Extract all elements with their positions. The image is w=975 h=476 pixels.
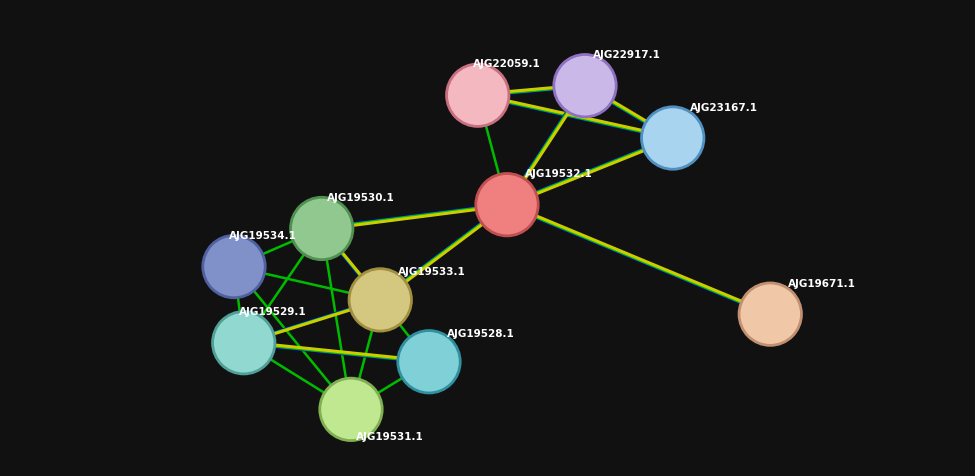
Ellipse shape	[739, 283, 801, 346]
Ellipse shape	[642, 107, 704, 169]
Text: AJG19528.1: AJG19528.1	[447, 329, 514, 339]
Ellipse shape	[320, 378, 382, 441]
Text: AJG19533.1: AJG19533.1	[398, 267, 465, 277]
Ellipse shape	[203, 235, 265, 298]
Text: AJG23167.1: AJG23167.1	[690, 103, 759, 113]
Ellipse shape	[213, 311, 275, 374]
Text: AJG19531.1: AJG19531.1	[356, 432, 423, 442]
Text: AJG19671.1: AJG19671.1	[788, 279, 856, 289]
Ellipse shape	[349, 268, 411, 331]
Text: AJG19534.1: AJG19534.1	[229, 231, 297, 241]
Text: AJG19530.1: AJG19530.1	[327, 193, 394, 203]
Text: AJG22917.1: AJG22917.1	[593, 50, 661, 60]
Text: AJG22059.1: AJG22059.1	[473, 59, 540, 69]
Ellipse shape	[476, 173, 538, 236]
Ellipse shape	[447, 64, 509, 127]
Text: AJG19529.1: AJG19529.1	[239, 307, 306, 317]
Ellipse shape	[554, 54, 616, 117]
Text: AJG19532.1: AJG19532.1	[525, 169, 592, 179]
Ellipse shape	[398, 330, 460, 393]
Ellipse shape	[291, 197, 353, 260]
